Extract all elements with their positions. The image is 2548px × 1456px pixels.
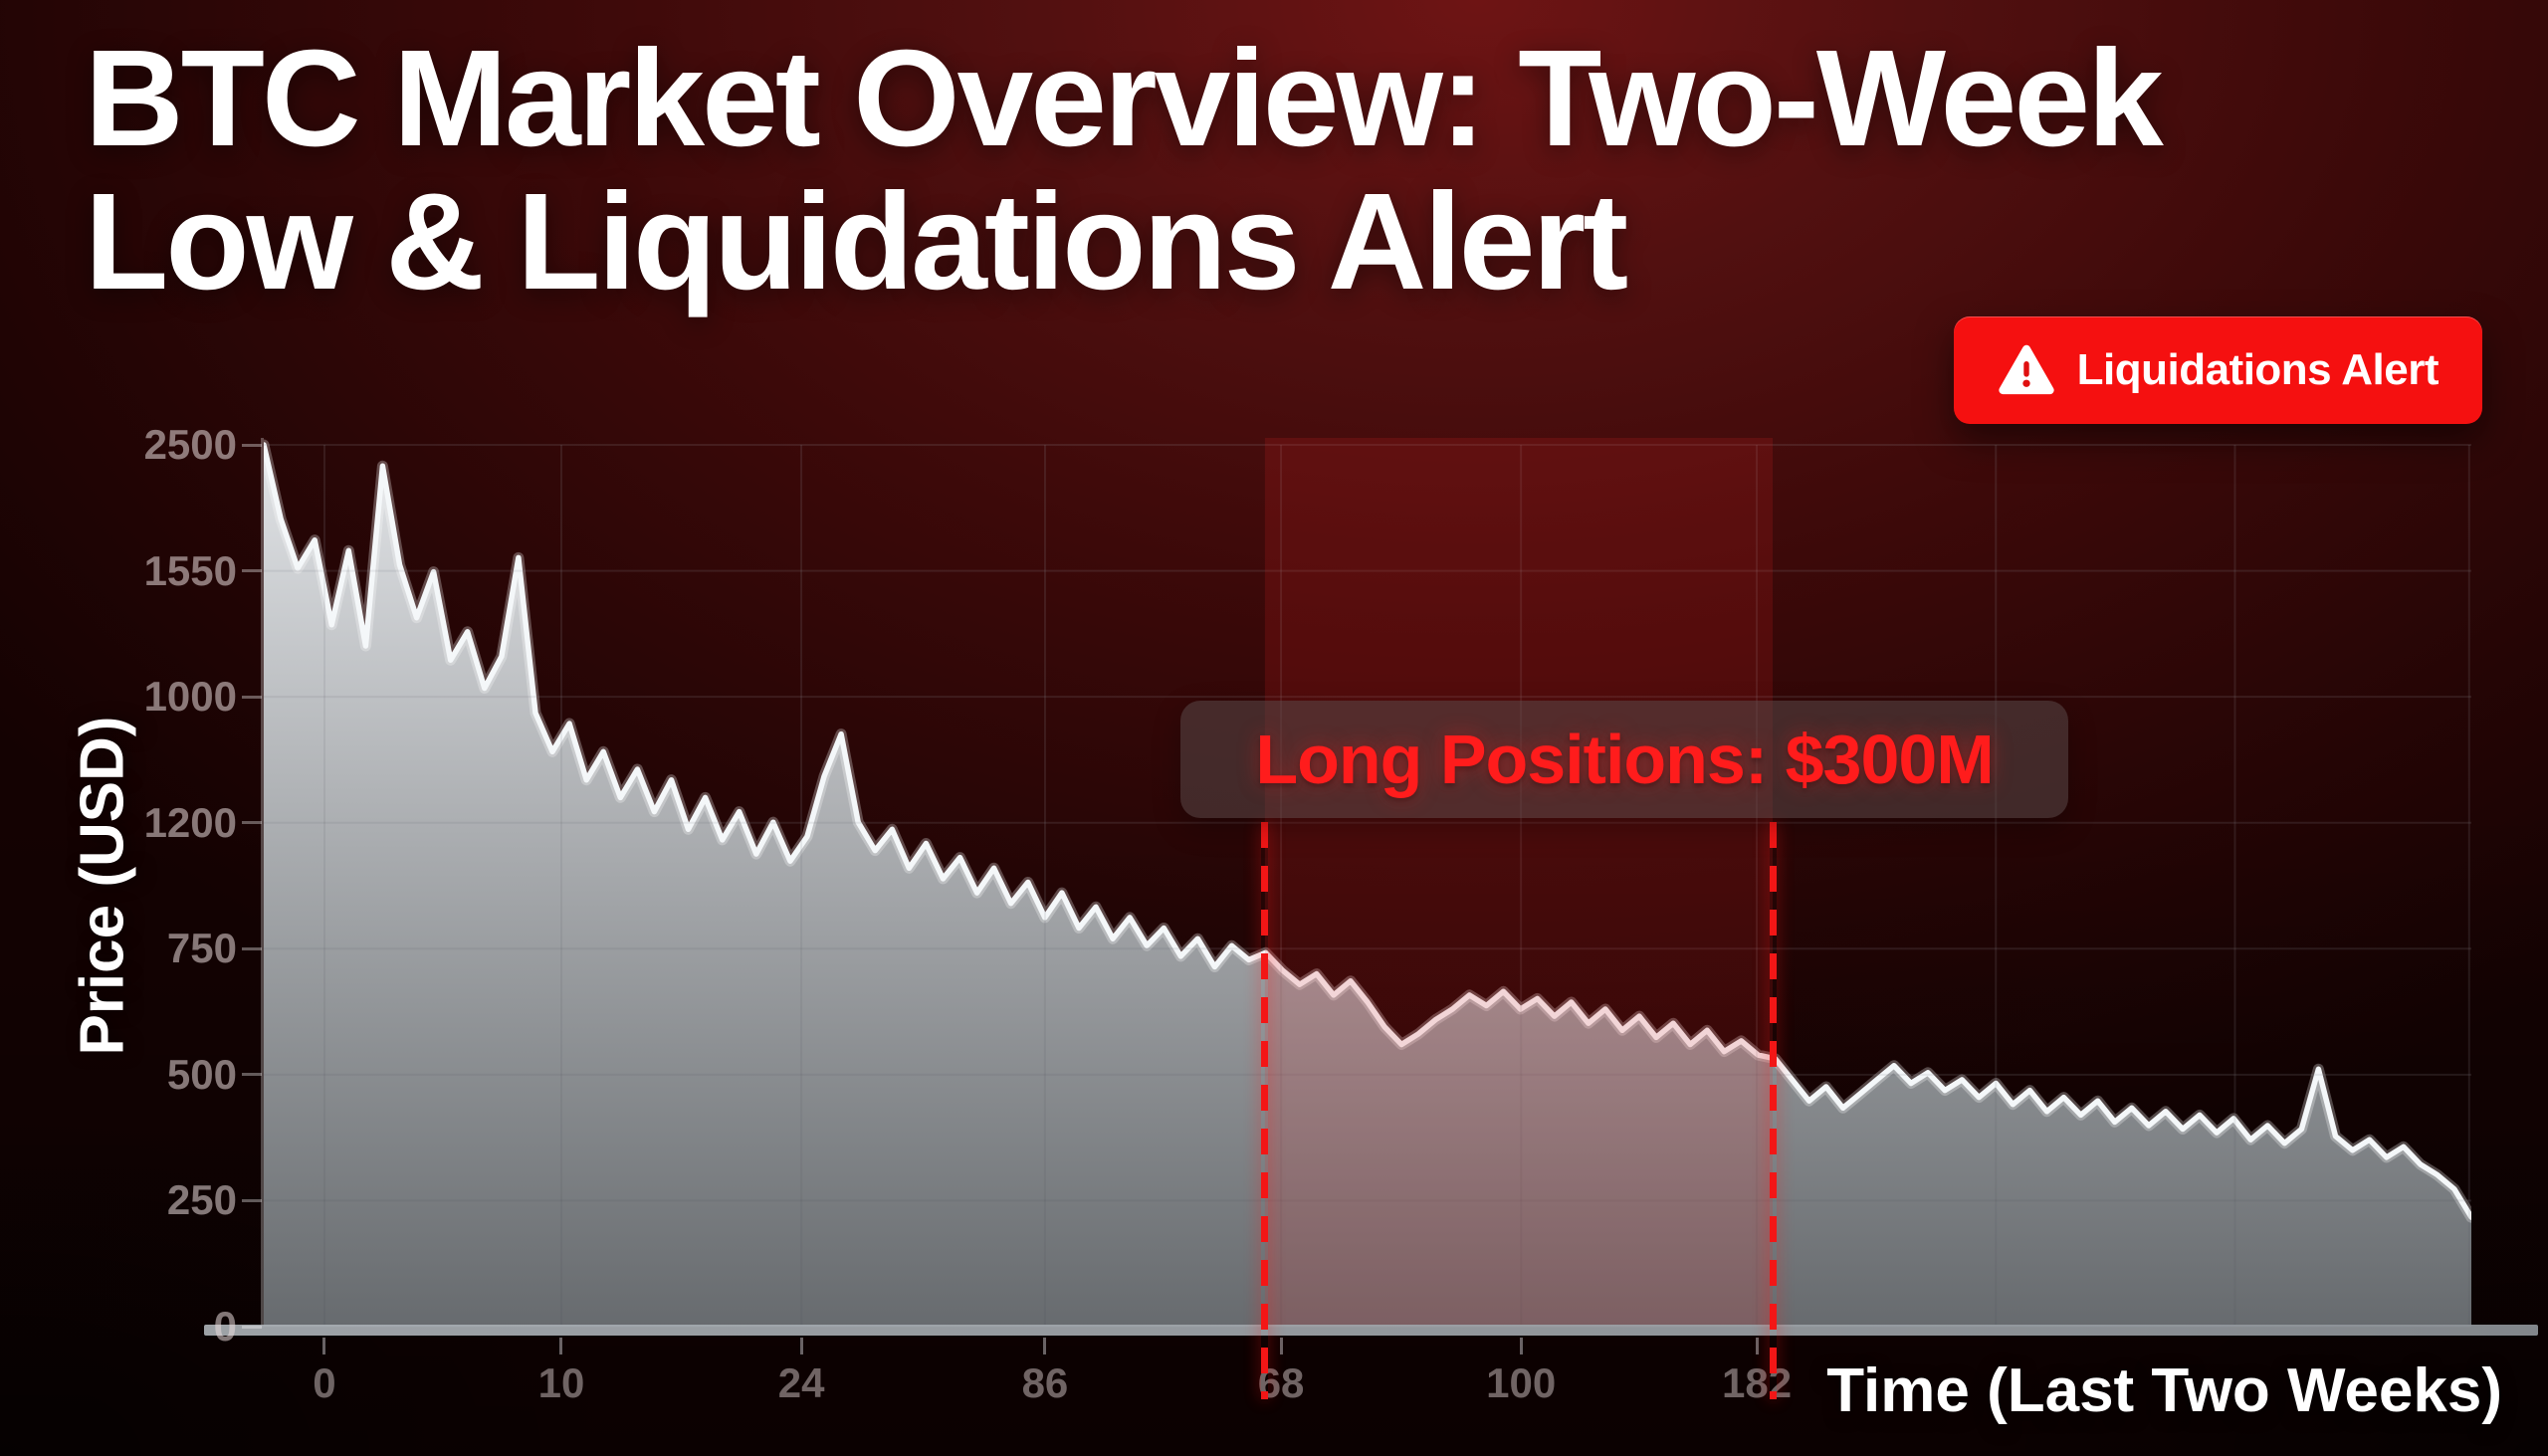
- liquidations-alert-badge[interactable]: Liquidations Alert: [1953, 316, 2482, 424]
- page-title-line1: BTC Market Overview: Two-Week: [85, 22, 2164, 175]
- page-title-line2: Low & Liquidations Alert: [85, 164, 1628, 318]
- x-tick-mark: [1279, 1338, 1283, 1354]
- x-tick-label: 86: [1021, 1359, 1069, 1406]
- x-tick-mark: [1043, 1338, 1047, 1354]
- price-area-chart: [258, 438, 2477, 1328]
- x-tick-label: 100: [1486, 1359, 1557, 1406]
- alert-badge-label: Liquidations Alert: [2076, 345, 2440, 394]
- x-tick-label: 10: [537, 1359, 585, 1406]
- y-tick-mark: [242, 821, 262, 825]
- x-tick-mark: [559, 1338, 563, 1354]
- liquidation-band-end-line: [1769, 822, 1777, 1399]
- long-positions-annotation: Long Positions: $300M: [1180, 701, 2068, 818]
- x-tick-label: 24: [777, 1359, 825, 1406]
- x-tick-mark: [322, 1338, 326, 1354]
- y-tick-mark: [242, 1325, 262, 1329]
- x-tick-label: 182: [1721, 1359, 1793, 1406]
- liquidation-band-start-line: [1261, 822, 1269, 1399]
- page-title: BTC Market Overview: Two-Week Low & Liqu…: [85, 27, 2473, 313]
- y-tick-mark: [242, 1198, 262, 1202]
- y-tick-mark: [242, 946, 262, 950]
- x-tick-mark: [799, 1338, 803, 1354]
- y-tick-mark: [242, 443, 262, 447]
- y-tick-label: 1200: [143, 798, 237, 846]
- y-tick-label: 0: [213, 1303, 237, 1350]
- y-tick-label: 500: [166, 1050, 237, 1098]
- x-tick-mark: [1519, 1338, 1523, 1354]
- warning-triangle-icon: [1998, 344, 2055, 396]
- y-tick-mark: [242, 695, 262, 699]
- y-tick-label: 750: [166, 925, 237, 972]
- y-tick-label: 250: [166, 1176, 237, 1224]
- plot-svg: [258, 438, 2477, 1328]
- y-tick-mark: [242, 1073, 262, 1077]
- x-tick-label: 0: [313, 1359, 336, 1406]
- x-tick-mark: [1755, 1338, 1759, 1354]
- x-axis-line: [204, 1325, 2538, 1336]
- x-axis-title: Time (Last Two Weeks): [1826, 1356, 2502, 1425]
- long-positions-label: Long Positions: $300M: [1255, 721, 1994, 798]
- y-axis-line: [261, 438, 264, 1328]
- y-axis-title: Price (USD): [68, 716, 137, 1056]
- y-tick-mark: [242, 569, 262, 573]
- y-tick-label: 2500: [143, 421, 237, 468]
- y-tick-label: 1550: [143, 546, 237, 594]
- y-tick-label: 1000: [143, 673, 237, 721]
